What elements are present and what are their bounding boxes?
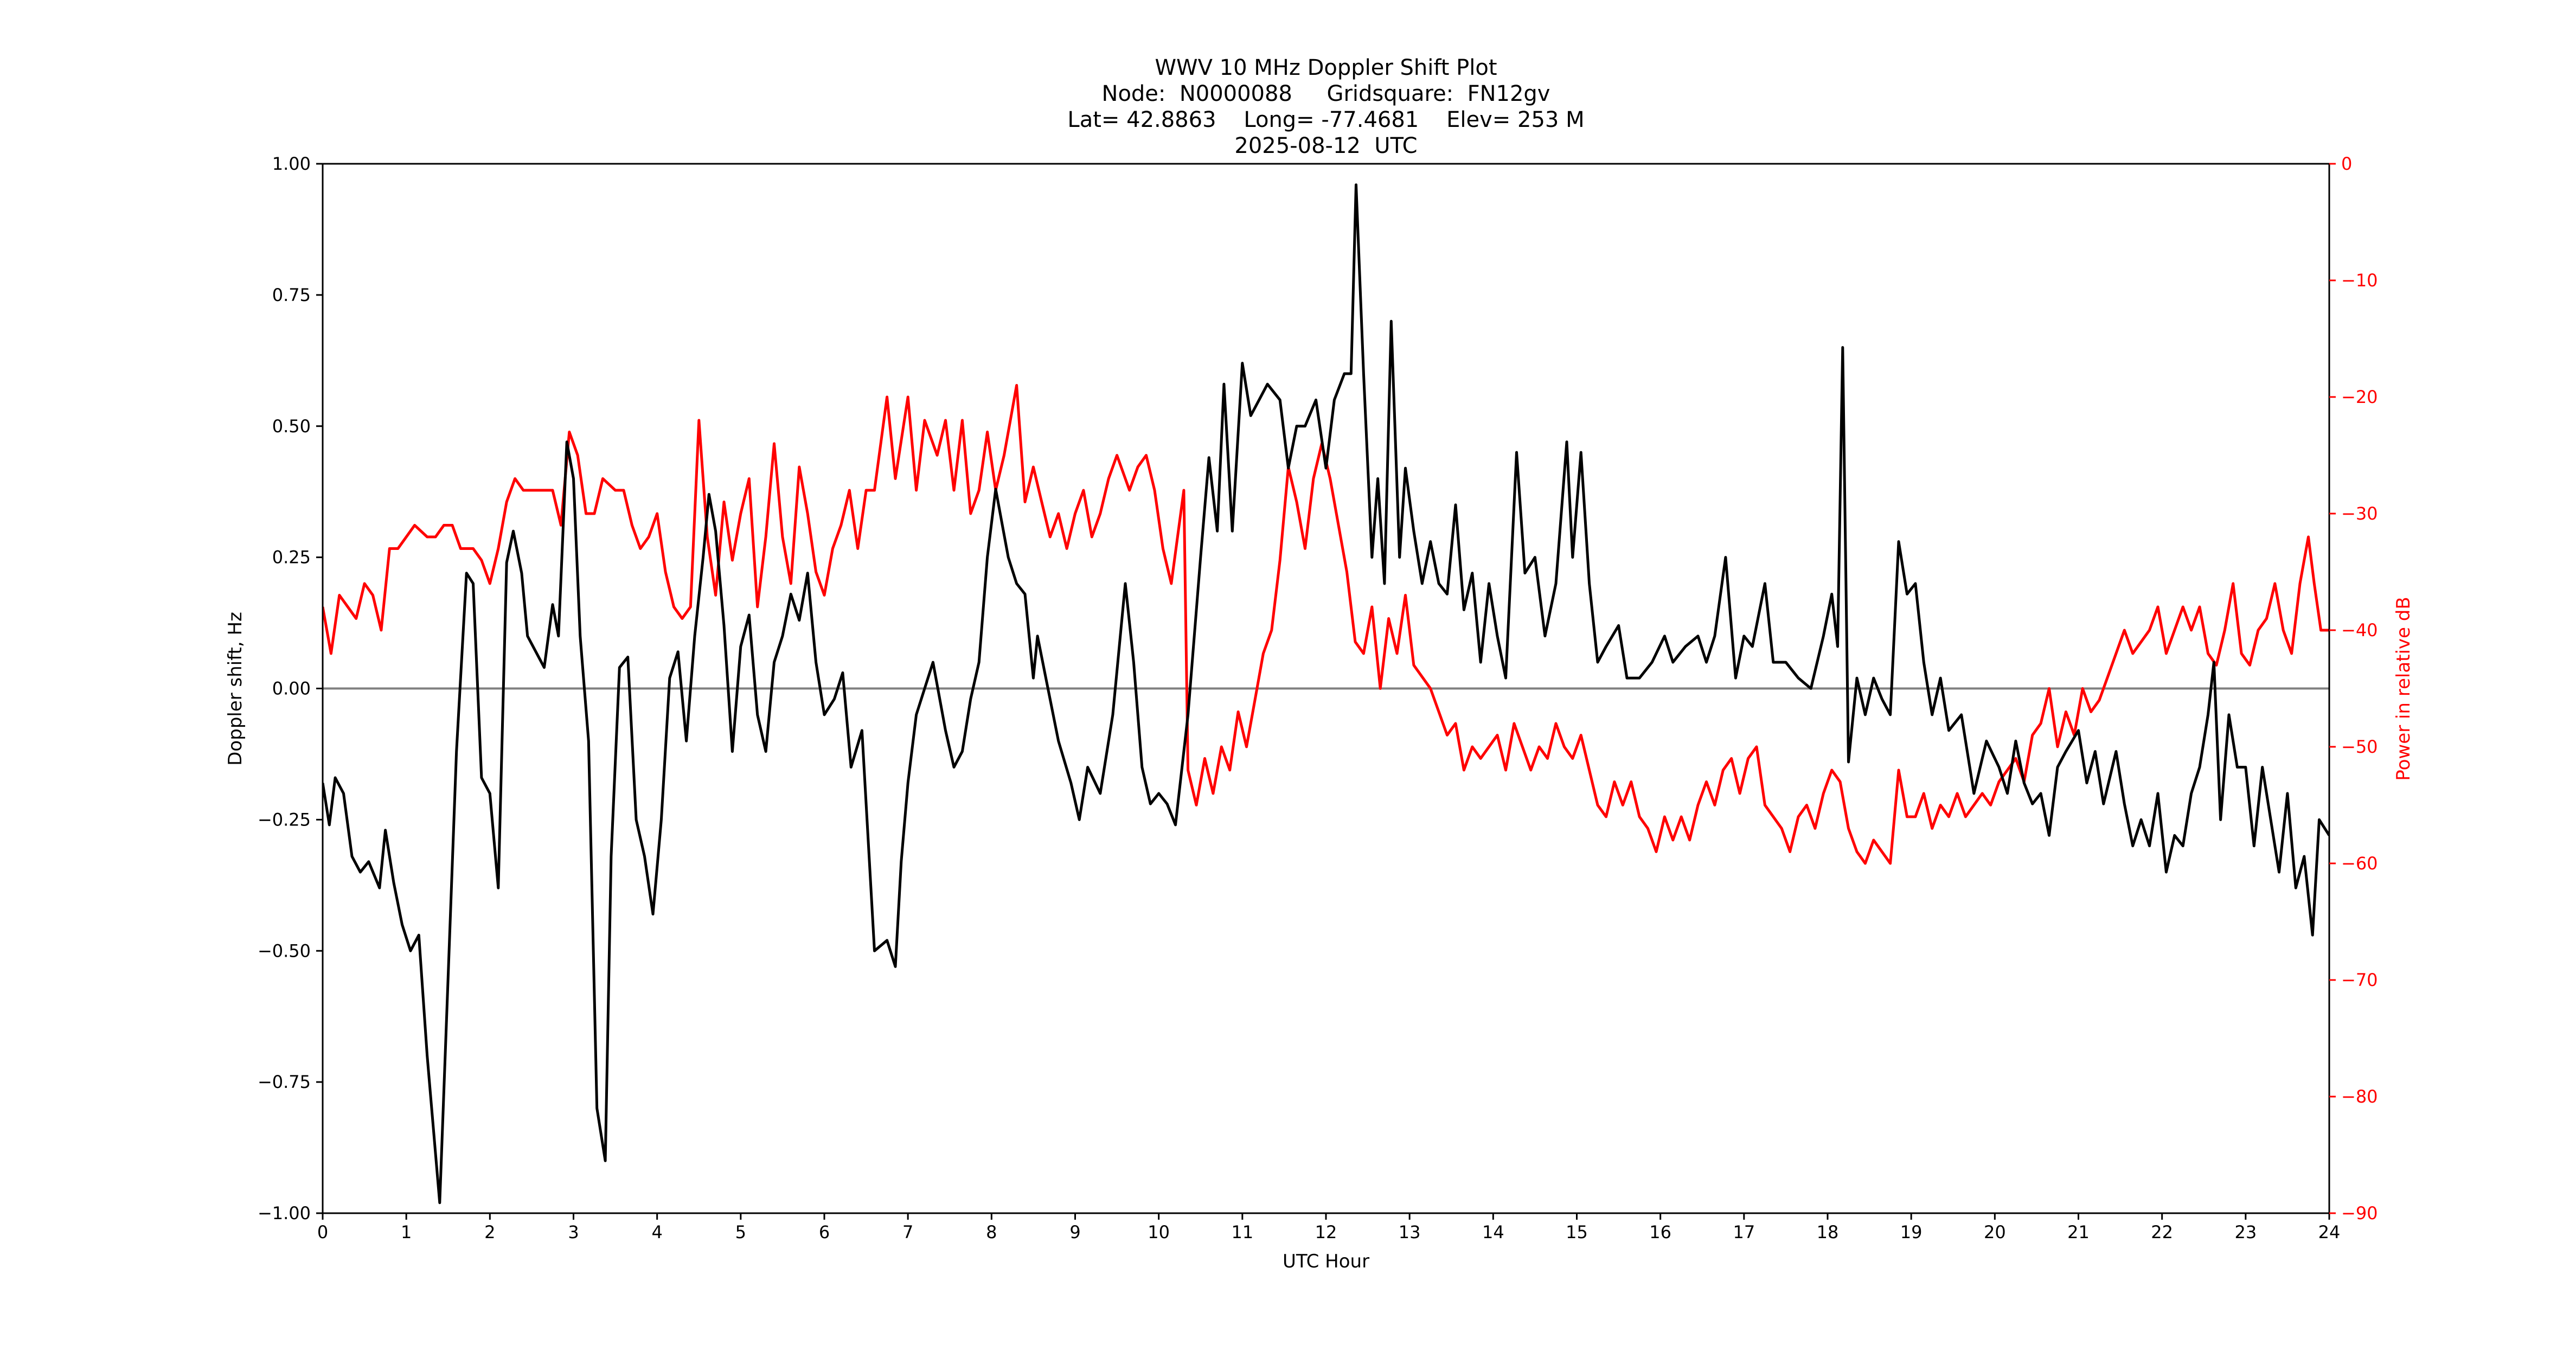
y-axis-label: Doppler shift, Hz [225,612,246,766]
x-tick-label: 6 [819,1222,830,1242]
x-tick-label: 3 [568,1222,579,1242]
y2-axis-label: Power in relative dB [2393,597,2414,780]
x-tick-label: 21 [2067,1222,2090,1242]
x-tick-label: 22 [2151,1222,2173,1242]
y-tick-label: 0.75 [272,285,311,305]
x-tick-label: 9 [1069,1222,1080,1242]
y2-tick-label: −60 [2341,853,2378,874]
y-tick-label: −1.00 [258,1203,311,1224]
y2-tick-label: −30 [2341,503,2378,524]
y-tick-label: −0.25 [258,809,311,830]
x-tick-label: 12 [1315,1222,1337,1242]
x-tick-label: 14 [1482,1222,1504,1242]
x-tick-label: 7 [902,1222,913,1242]
doppler-series-line [323,183,2329,1205]
y2-tick-label: −80 [2341,1086,2378,1107]
y2-tick-label: −10 [2341,270,2378,291]
y2-tick-label: −50 [2341,736,2378,757]
x-tick-label: 15 [1566,1222,1588,1242]
x-tick-label: 11 [1231,1222,1253,1242]
x-tick-label: 0 [317,1222,328,1242]
x-tick-label: 16 [1649,1222,1671,1242]
x-tick-label: 5 [735,1222,746,1242]
x-tick-label: 13 [1399,1222,1421,1242]
y2-tick-label: −70 [2341,970,2378,990]
x-tick-label: 2 [484,1222,495,1242]
x-tick-label: 1 [401,1222,412,1242]
y2-tick-label: −20 [2341,387,2378,407]
y-axis-left: 1.00 0.75 0.50 0.25 0.00 −0.25 −0.50 −0.75 −1.00 [258,153,323,1224]
y-tick-label: 1.00 [272,153,311,174]
y2-tick-label: −90 [2341,1203,2378,1224]
title-line-4: 2025-08-12 UTC [1234,133,1417,158]
x-tick-label: 8 [986,1222,997,1242]
x-axis-label: UTC Hour [1283,1251,1369,1272]
y-tick-label: 0.50 [272,416,311,437]
y-tick-label: 0.00 [272,678,311,699]
x-tick-label: 24 [2318,1222,2341,1242]
x-tick-label: 10 [1148,1222,1170,1242]
title-line-1: WWV 10 MHz Doppler Shift Plot [1155,55,1497,80]
x-tick-label: 23 [2234,1222,2257,1242]
y-tick-label: −0.50 [258,940,311,961]
x-tick-label: 4 [651,1222,662,1242]
title-line-3: Lat= 42.8863 Long= -77.4681 Elev= 253 M [1067,107,1584,132]
x-tick-label: 20 [1984,1222,2006,1242]
y-tick-label: −0.75 [258,1072,311,1092]
power-series-line [323,384,2329,865]
y2-tick-label: −40 [2341,620,2378,640]
chart-title: WWV 10 MHz Doppler Shift Plot Node: N000… [1067,55,1584,158]
y-axis-right: 0 −10 −20 −30 −40 −50 −60 −70 −80 −90 [2329,153,2378,1224]
y2-tick-label: 0 [2341,153,2352,174]
y-tick-label: 0.25 [272,547,311,568]
title-line-2: Node: N0000088 Gridsquare: FN12gv [1102,81,1550,106]
x-tick-label: 17 [1733,1222,1755,1242]
x-axis: 0 1 2 3 4 5 6 7 8 9 10 11 12 13 14 15 16 17 18 19 20 21 22 23 24 [317,1213,2341,1242]
x-tick-label: 18 [1817,1222,1839,1242]
x-tick-label: 19 [1900,1222,1923,1242]
